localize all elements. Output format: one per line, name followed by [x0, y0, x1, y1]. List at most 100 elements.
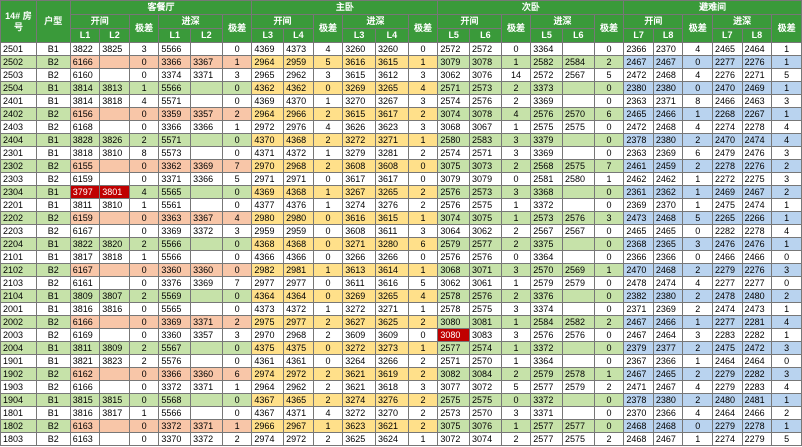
- measurement-cell: 3371: [190, 380, 223, 394]
- measurement-cell: 2575: [561, 120, 595, 134]
- measurement-cell: 2577: [469, 237, 502, 251]
- range-cell: 5: [771, 432, 802, 446]
- measurement-cell: 2464: [741, 42, 773, 56]
- measurement-cell: 2480: [712, 393, 743, 407]
- measurement-cell: 2467: [652, 380, 684, 394]
- measurement-cell: 2976: [283, 120, 314, 134]
- measurement-cell: [561, 42, 595, 56]
- range-cell: 0: [312, 276, 344, 290]
- table-row: 1803 B2 6163 0 3370 3372 2 2974 2972 2 3625 3624 1 30…: [0, 432, 802, 446]
- measurement-cell: 2982: [251, 263, 285, 277]
- range-cell: 1: [407, 211, 439, 225]
- table-row: 2201 B1 3811 3810 1 5561 0 4377 4376 1 3274 3276 2 25…: [0, 198, 802, 212]
- measurement-cell: 2962: [283, 380, 314, 394]
- range-cell: 0: [682, 419, 714, 433]
- measurement-cell: 6162: [69, 367, 101, 381]
- measurement-cell: 2574: [437, 94, 471, 108]
- jicha-header: 极差: [312, 14, 344, 43]
- measurement-cell: 3817: [69, 250, 101, 264]
- unit-type: B1: [35, 406, 71, 420]
- room-number: 2501: [0, 42, 37, 56]
- range-cell: 3: [407, 120, 439, 134]
- measurement-cell: 6163: [69, 432, 101, 446]
- table-row: 2204 B1 3822 3820 2 5566 0 4368 4368 0 3271 3280 6 25…: [0, 237, 802, 251]
- range-cell: 0: [593, 419, 625, 433]
- jinshen-header: 进深: [530, 14, 595, 29]
- table-row: 2001 B1 3816 3816 0 5565 0 4373 4372 1 3272 3271 1 25…: [0, 302, 802, 316]
- range-cell: 0: [407, 42, 439, 56]
- measurement-cell: 2282: [741, 367, 773, 381]
- range-cell: 2: [771, 185, 802, 199]
- measurement-cell: 2363: [623, 94, 654, 108]
- range-cell: 1: [312, 263, 344, 277]
- measurement-cell: 3266: [374, 354, 409, 368]
- range-cell: 3: [771, 367, 802, 381]
- measurement-cell: 4370: [283, 94, 314, 108]
- range-cell: 0: [593, 198, 625, 212]
- measurement-cell: 3265: [374, 81, 409, 95]
- measurement-cell: 4369: [251, 42, 285, 56]
- measurement-cell: 2962: [283, 68, 314, 82]
- range-cell: 0: [221, 94, 253, 108]
- measurement-cell: 2371: [623, 302, 654, 316]
- measurement-cell: [561, 133, 595, 147]
- measurement-cell: 2379: [623, 341, 654, 355]
- column-label-l3: L3: [342, 28, 376, 43]
- range-cell: 5: [312, 55, 344, 69]
- measurement-cell: 3264: [342, 354, 376, 368]
- measurement-cell: 3073: [469, 159, 502, 173]
- measurement-cell: 4369: [251, 94, 285, 108]
- measurement-cell: 2475: [712, 341, 743, 355]
- measurement-cell: 2970: [251, 328, 285, 342]
- range-cell: 4: [407, 81, 439, 95]
- room-number: 2101: [0, 250, 37, 264]
- measurement-cell: 3376: [158, 276, 192, 290]
- measurement-cell: 3081: [469, 315, 502, 329]
- measurement-cell: 3272: [342, 341, 376, 355]
- measurement-cell: 4361: [251, 354, 285, 368]
- measurement-cell: 3626: [342, 120, 376, 134]
- measurement-cell: 2362: [652, 185, 684, 199]
- measurement-cell: 2476: [741, 146, 773, 160]
- unit-type: B1: [35, 133, 71, 147]
- measurement-cell: 3815: [69, 393, 101, 407]
- range-cell: 2: [682, 302, 714, 316]
- room-number: 2003: [0, 328, 37, 342]
- measurement-cell: 4376: [283, 198, 314, 212]
- measurement-cell: 3369: [190, 276, 223, 290]
- range-cell: 7: [593, 159, 625, 173]
- measurement-cell: 4362: [251, 81, 285, 95]
- range-cell: 0: [682, 81, 714, 95]
- range-cell: 2: [128, 133, 160, 147]
- unit-type: B2: [35, 263, 71, 277]
- range-cell: 3: [221, 328, 253, 342]
- unit-type: B1: [35, 185, 71, 199]
- range-cell: 1: [593, 263, 625, 277]
- measurement-cell: 2469: [741, 81, 773, 95]
- measurement-cell: 3260: [342, 42, 376, 56]
- measurement-cell: 2572: [437, 42, 471, 56]
- range-cell: 5: [221, 172, 253, 186]
- measurement-cell: 2573: [469, 185, 502, 199]
- range-cell: 0: [593, 224, 625, 238]
- measurement-cell: 2974: [251, 432, 285, 446]
- range-cell: 1: [312, 146, 344, 160]
- measurement-cell: 3357: [190, 328, 223, 342]
- range-cell: 3: [312, 68, 344, 82]
- unit-type: B1: [35, 250, 71, 264]
- measurement-cell: 3820: [99, 237, 130, 251]
- measurement-cell: 2964: [251, 107, 285, 121]
- measurement-cell: 3360: [190, 263, 223, 277]
- measurement-cell: 2366: [623, 42, 654, 56]
- measurement-cell: [99, 276, 130, 290]
- measurement-cell: 2474: [741, 133, 773, 147]
- measurement-cell: 2570: [469, 406, 502, 420]
- jicha-header: 极差: [221, 14, 253, 43]
- measurement-cell: 3266: [374, 250, 409, 264]
- measurement-cell: 3816: [99, 302, 130, 316]
- range-cell: 0: [593, 42, 625, 56]
- range-cell: 2: [500, 367, 532, 381]
- measurement-cell: 2584: [530, 315, 563, 329]
- room-number: 2303: [0, 172, 37, 186]
- range-cell: 1: [771, 237, 802, 251]
